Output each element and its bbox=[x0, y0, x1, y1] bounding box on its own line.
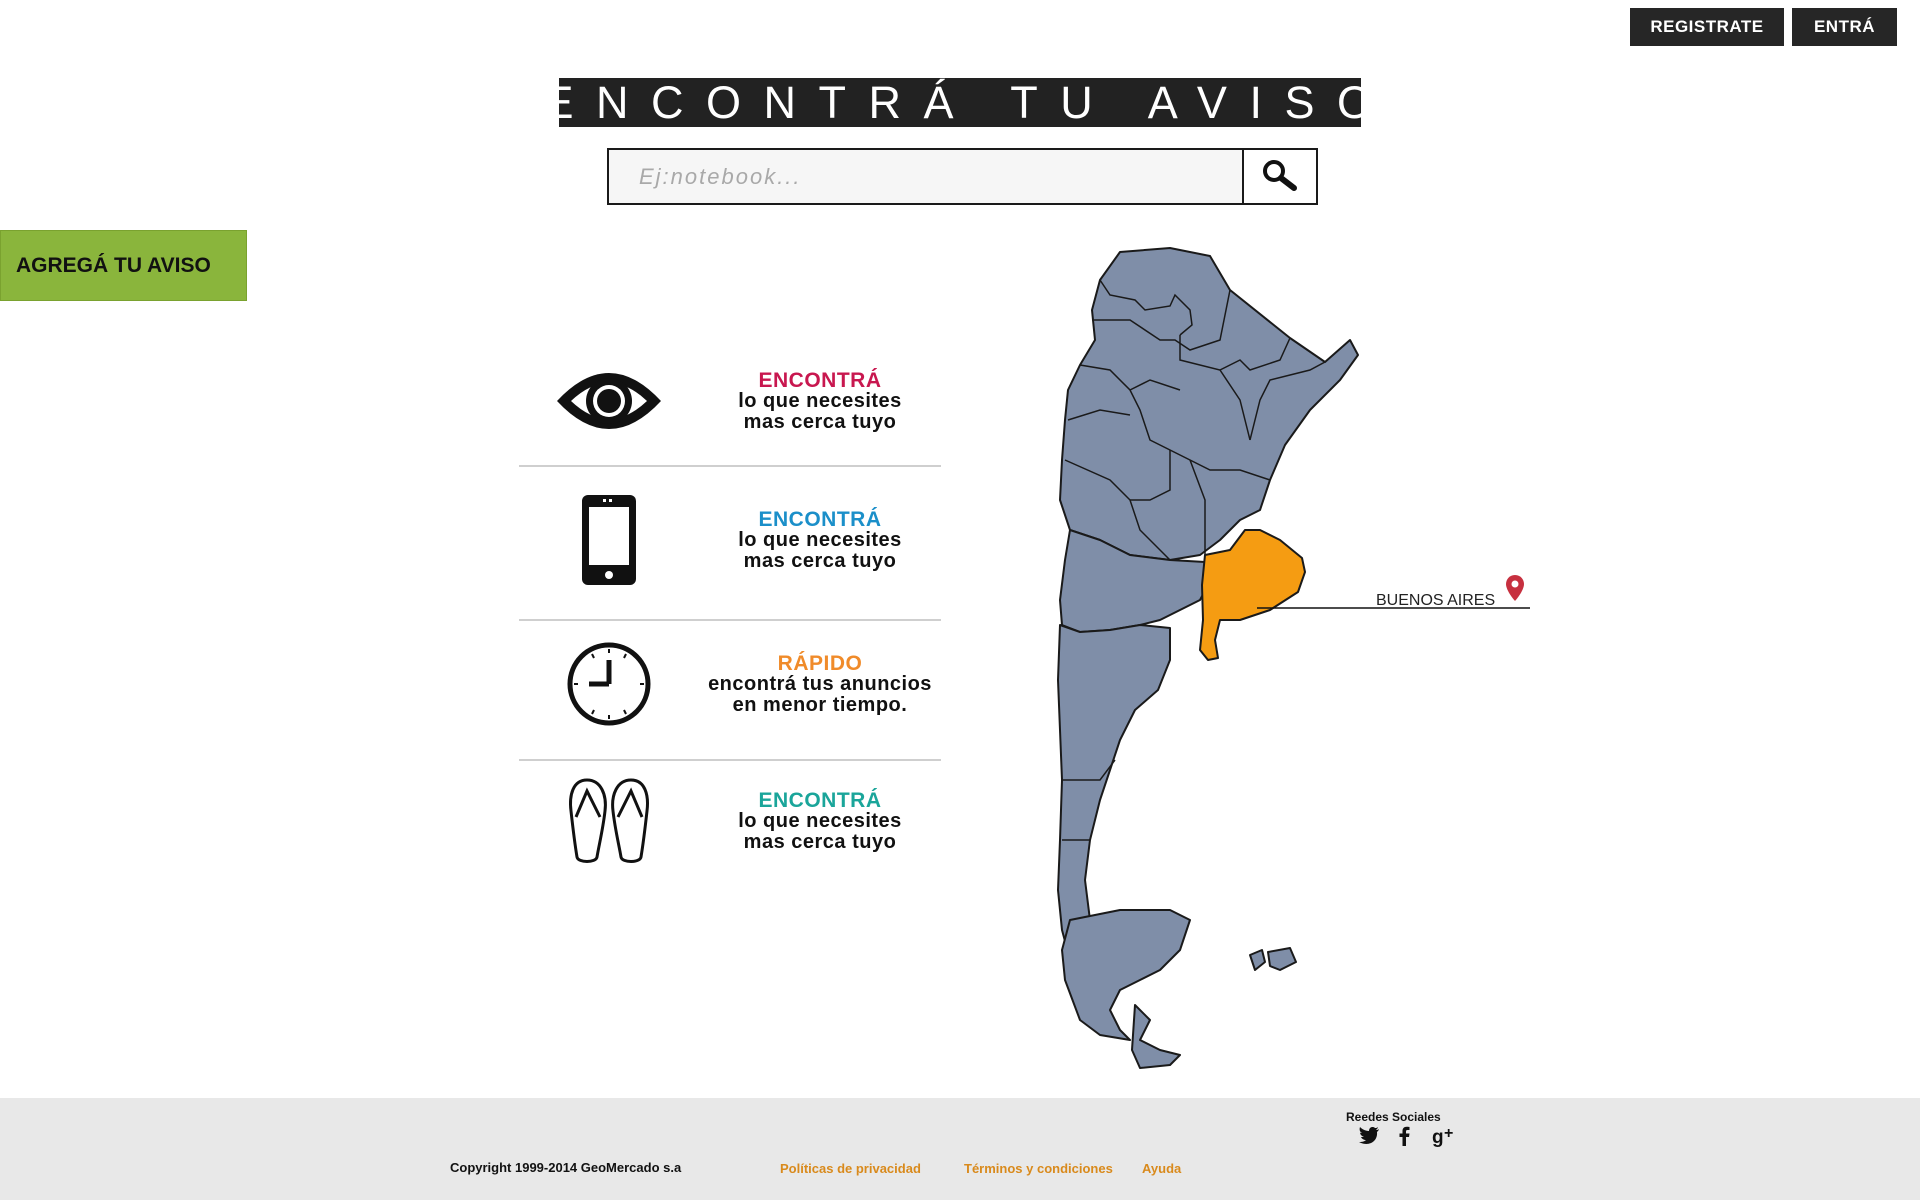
help-link[interactable]: Ayuda bbox=[1142, 1161, 1182, 1176]
feature-item: RÁPIDO encontrá tus anuncios en menor ti… bbox=[519, 636, 941, 732]
location-pin-icon bbox=[1506, 575, 1524, 601]
feature-line: mas cerca tuyo bbox=[743, 830, 897, 853]
province-tierra-del-fuego[interactable] bbox=[1131, 1004, 1181, 1069]
copyright-text: Copyright 1999-2014 GeoMercado s.a bbox=[450, 1160, 682, 1175]
feature-line: lo que necesites bbox=[738, 528, 902, 551]
province-patagonia[interactable] bbox=[1061, 909, 1191, 1041]
divider bbox=[519, 619, 941, 621]
map-highlight-label: BUENOS AIRES bbox=[1376, 592, 1495, 609]
feature-line: mas cerca tuyo bbox=[743, 549, 897, 572]
feature-title: ENCONTRÁ bbox=[758, 788, 882, 812]
svg-text:+: + bbox=[1444, 1126, 1453, 1142]
google-plus-link[interactable]: g + bbox=[1432, 1125, 1460, 1153]
footer: Copyright 1999-2014 GeoMercado s.a Polít… bbox=[0, 1098, 1920, 1200]
add-ad-button[interactable]: AGREGÁ TU AVISO bbox=[0, 230, 247, 301]
search-button[interactable] bbox=[1242, 150, 1316, 203]
province-center[interactable] bbox=[1059, 529, 1209, 633]
search-icon bbox=[1263, 159, 1297, 191]
privacy-policy-link[interactable]: Políticas de privacidad bbox=[780, 1161, 921, 1176]
social-title: Reedes Sociales bbox=[1346, 1110, 1441, 1124]
feature-line: encontrá tus anuncios bbox=[708, 672, 932, 695]
feature-item: ENCONTRÁ lo que necesites mas cerca tuyo bbox=[519, 490, 941, 590]
clock-icon bbox=[567, 642, 651, 726]
feature-line: lo que necesites bbox=[738, 809, 902, 832]
province-north[interactable] bbox=[1059, 247, 1359, 561]
feature-line: en menor tiempo. bbox=[732, 693, 908, 716]
page-title: ENCONTRÁ TU AVISO bbox=[543, 76, 1395, 128]
terms-link[interactable]: Términos y condiciones bbox=[964, 1161, 1113, 1176]
flip-flops-icon bbox=[569, 778, 649, 863]
twitter-link[interactable] bbox=[1358, 1126, 1380, 1151]
feature-item: ENCONTRÁ lo que necesites mas cerca tuyo bbox=[519, 775, 941, 867]
twitter-icon bbox=[1359, 1127, 1379, 1144]
province-malvinas[interactable] bbox=[1249, 949, 1266, 971]
register-button[interactable]: REGISTRATE bbox=[1630, 8, 1784, 46]
facebook-link[interactable] bbox=[1398, 1126, 1410, 1151]
feature-line: mas cerca tuyo bbox=[743, 410, 897, 433]
feature-title: RÁPIDO bbox=[777, 651, 863, 675]
eye-icon bbox=[557, 373, 661, 429]
divider bbox=[519, 759, 941, 761]
feature-title: ENCONTRÁ bbox=[758, 368, 882, 392]
search-bar bbox=[607, 148, 1318, 205]
search-input[interactable] bbox=[609, 150, 1242, 203]
province-buenos-aires[interactable] bbox=[1199, 529, 1306, 661]
login-button[interactable]: ENTRÁ bbox=[1792, 8, 1897, 46]
feature-item: ENCONTRÁ lo que necesites mas cerca tuyo bbox=[519, 355, 941, 447]
feature-line: lo que necesites bbox=[738, 389, 902, 412]
divider bbox=[519, 465, 941, 467]
feature-title: ENCONTRÁ bbox=[758, 507, 882, 531]
svg-text:g: g bbox=[1432, 1127, 1444, 1148]
google-plus-icon: g + bbox=[1432, 1125, 1453, 1148]
facebook-icon bbox=[1399, 1126, 1410, 1146]
smartphone-icon bbox=[582, 495, 636, 585]
province-malvinas-east[interactable] bbox=[1267, 947, 1297, 971]
argentina-map: BUENOS AIRES bbox=[1057, 247, 1530, 1069]
